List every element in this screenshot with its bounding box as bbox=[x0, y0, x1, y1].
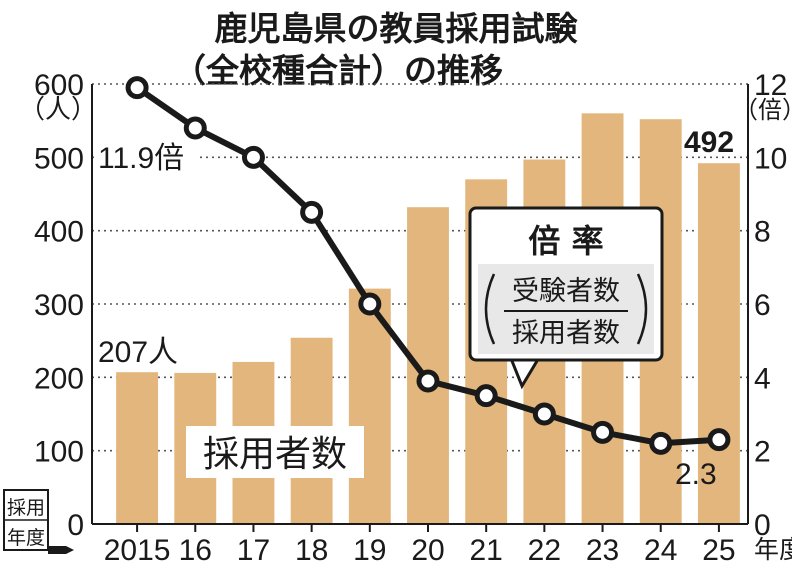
x-axis-ticks: 2015 16 17 18 19 20 21 22 23 24 25 bbox=[104, 524, 736, 567]
ratio-point-24 bbox=[649, 431, 673, 455]
bar-25 bbox=[697, 163, 740, 524]
bar-19 bbox=[348, 288, 391, 524]
left-axis-ticks: 0 100 200 300 400 500 600 bbox=[34, 69, 84, 542]
last-point-label: 2.3 bbox=[675, 458, 717, 491]
x-axis-unit: 年度 bbox=[754, 536, 792, 564]
right-tick-label: 8 bbox=[754, 216, 771, 249]
ratio-point-17 bbox=[241, 145, 265, 169]
ratio-legend-title: 倍 率 bbox=[528, 222, 603, 260]
first-point-label: 11.9倍 bbox=[98, 142, 184, 175]
legend-pointer bbox=[508, 355, 542, 390]
left-tick-label: 0 bbox=[67, 509, 84, 542]
right-axis-unit: （倍） bbox=[734, 97, 792, 124]
ratio-point-22 bbox=[532, 402, 556, 426]
bar-series-label: 採用者数 bbox=[203, 434, 347, 475]
left-tick-label: 400 bbox=[34, 216, 84, 249]
left-tick-label: 600 bbox=[34, 69, 84, 102]
ratio-legend-denominator: 採用者数 bbox=[512, 318, 620, 349]
x-tick-label: 24 bbox=[644, 534, 677, 567]
ratio-legend-paren-right bbox=[636, 273, 648, 345]
ratio-point-19 bbox=[358, 292, 382, 316]
x-tick-label: 22 bbox=[528, 534, 561, 567]
x-tick-label: 16 bbox=[179, 534, 212, 567]
x-tick-label: 25 bbox=[702, 534, 735, 567]
x-axis-badge-line2: 年度 bbox=[7, 527, 45, 549]
ratio-point-18 bbox=[300, 200, 324, 224]
x-tick-label: 23 bbox=[586, 534, 619, 567]
right-tick-label: 0 bbox=[754, 509, 771, 542]
left-tick-label: 200 bbox=[34, 362, 84, 395]
x-axis-badge-line1: 採用 bbox=[7, 497, 45, 519]
x-tick-label: 19 bbox=[353, 534, 386, 567]
right-tick-label: 6 bbox=[754, 289, 771, 322]
ratio-legend-paren-left bbox=[484, 273, 496, 345]
last-bar-label: 492 bbox=[684, 126, 734, 159]
x-tick-label: 21 bbox=[469, 534, 502, 567]
left-tick-label: 100 bbox=[34, 436, 84, 469]
first-point-label-bg bbox=[94, 140, 198, 174]
right-tick-label: 12 bbox=[754, 69, 787, 102]
ratio-points bbox=[125, 76, 731, 455]
right-tick-label: 4 bbox=[754, 362, 771, 395]
ratio-legend-numerator: 受験者数 bbox=[512, 276, 620, 307]
x-tick-label: 18 bbox=[295, 534, 328, 567]
x-tick-label: 2015 bbox=[104, 534, 171, 567]
right-tick-label: 2 bbox=[754, 436, 771, 469]
bar-series-label-box bbox=[186, 426, 364, 478]
ratio-point-25 bbox=[707, 428, 731, 452]
x-axis-badge-arrow bbox=[48, 546, 74, 554]
left-axis-unit: （人） bbox=[19, 94, 97, 124]
left-tick-label: 500 bbox=[34, 142, 84, 175]
ratio-point-16 bbox=[183, 116, 207, 140]
right-tick-label: 10 bbox=[754, 142, 787, 175]
x-tick-label: 17 bbox=[237, 534, 270, 567]
ratio-point-23 bbox=[591, 420, 615, 444]
ratio-legend-formula-bg bbox=[478, 264, 654, 354]
first-bar-label: 207人 bbox=[98, 336, 178, 369]
right-axis-ticks: 0 2 4 6 8 10 12 bbox=[754, 69, 787, 542]
ratio-point-20 bbox=[416, 369, 440, 393]
ratio-point-2015 bbox=[125, 76, 149, 100]
left-tick-label: 300 bbox=[34, 289, 84, 322]
bar-2015 bbox=[116, 372, 159, 524]
ratio-point-21 bbox=[474, 384, 498, 408]
x-tick-label: 20 bbox=[411, 534, 444, 567]
chart-title-line1: 鹿児島県の教員採用試験 bbox=[215, 9, 579, 48]
